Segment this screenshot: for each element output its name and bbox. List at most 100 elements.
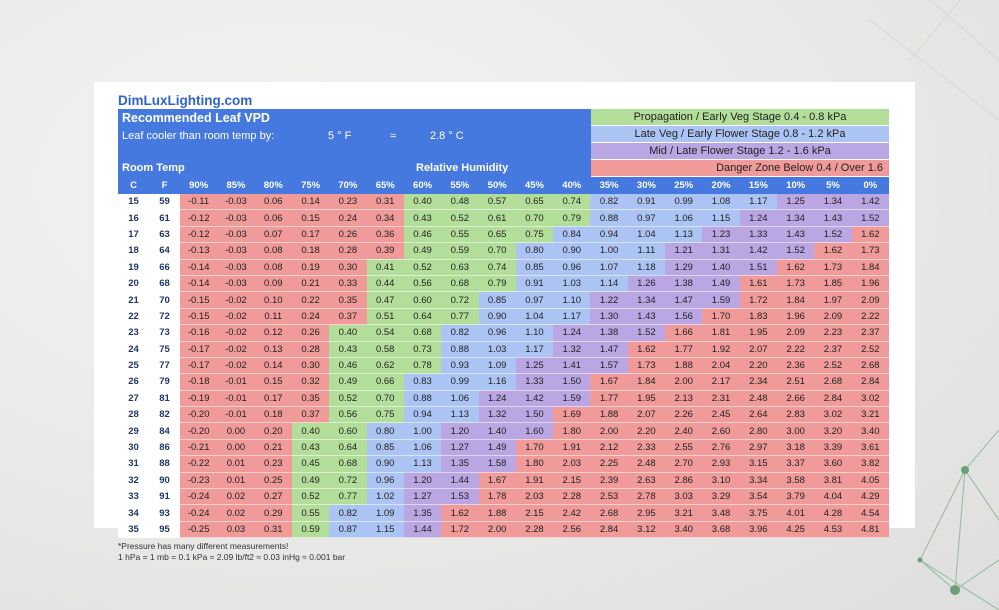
vpd-cell: 0.23 <box>254 455 292 473</box>
vpd-cell: 1.06 <box>441 390 479 408</box>
vpd-cell: 2.28 <box>515 521 554 539</box>
vpd-cell: 0.43 <box>291 439 330 457</box>
footnote-pressure: *Pressure has many different measurement… <box>118 541 289 552</box>
title-panel: Recommended Leaf VPD Leaf cooler than ro… <box>118 109 591 177</box>
vpd-cell: 1.67 <box>478 472 516 490</box>
temp-f-cell: 88 <box>149 455 180 473</box>
table-row: 15 59 -0.11 -0.03 0.06 0.14 0.23 0.31 0.40 0.48 0.… <box>118 194 889 211</box>
vpd-cell: 0.52 <box>403 259 442 276</box>
table-row: 19 66 -0.14 -0.03 0.08 0.19 0.30 0.41 0.52 0.63 0.… <box>118 259 889 276</box>
humidity-header: 75% <box>291 177 330 194</box>
vpd-cell: 3.60 <box>814 455 852 473</box>
vpd-cell: 0.12 <box>254 324 292 342</box>
temp-f-cell: 61 <box>149 209 180 227</box>
vpd-cell: 1.35 <box>403 504 442 522</box>
vpd-cell: 2.34 <box>739 373 777 391</box>
vpd-cell: 0.79 <box>553 209 591 227</box>
vpd-cell: 3.29 <box>702 488 740 506</box>
vpd-cell: 1.42 <box>739 242 777 260</box>
temp-f-cell: 77 <box>149 357 180 375</box>
table-row: 25 77 -0.17 -0.02 0.14 0.30 0.46 0.62 0.78 0.93 1.… <box>118 357 889 375</box>
vpd-cell: 1.84 <box>777 291 815 309</box>
vpd-cell: 0.84 <box>553 226 591 244</box>
humidity-header: 90% <box>180 177 218 194</box>
vpd-cell: -0.16 <box>180 324 218 342</box>
vpd-cell: 1.41 <box>553 357 591 375</box>
vpd-cell: 3.34 <box>739 472 777 490</box>
vpd-cell: 2.39 <box>590 472 628 490</box>
vpd-cell: 0.21 <box>254 439 292 457</box>
vpd-cell: 3.40 <box>665 521 703 539</box>
vpd-cell: 0.52 <box>329 390 367 408</box>
vpd-cell: 1.38 <box>590 324 628 342</box>
vpd-chart-card: DimLuxLighting.com Recommended Leaf VPD … <box>94 82 915 562</box>
vpd-cell: 0.93 <box>441 357 479 375</box>
vpd-cell: 2.70 <box>665 455 703 473</box>
vpd-cell: 1.47 <box>665 291 703 309</box>
vpd-cell: 0.88 <box>403 390 442 408</box>
vpd-cell: 2.66 <box>777 390 815 408</box>
leaf-cooler-label: Leaf cooler than room temp by: <box>122 130 275 142</box>
vpd-cell: 1.31 <box>702 242 740 260</box>
table-row: 22 72 -0.15 -0.02 0.11 0.24 0.37 0.51 0.64 0.77 0.… <box>118 308 889 326</box>
temp-c-cell: 25 <box>118 357 149 375</box>
vpd-cell: 1.04 <box>627 226 666 244</box>
vpd-cell: 0.58 <box>366 341 404 358</box>
temp-header-f: F <box>149 177 180 194</box>
vpd-cell: 1.91 <box>553 439 591 457</box>
vpd-cell: 0.46 <box>403 226 442 244</box>
humidity-header: 60% <box>403 177 442 194</box>
vpd-cell: 2.23 <box>814 324 852 342</box>
vpd-cell: 1.34 <box>627 291 666 309</box>
vpd-cell: 0.90 <box>478 308 516 326</box>
vpd-cell: -0.18 <box>180 373 218 391</box>
vpd-cell: 2.95 <box>627 504 666 522</box>
vpd-cell: 0.18 <box>291 242 330 260</box>
vpd-cell: 2.37 <box>851 324 889 342</box>
vpd-cell: 0.61 <box>478 209 516 227</box>
vpd-cell: 1.51 <box>739 259 777 276</box>
vpd-cell: 0.30 <box>291 357 330 375</box>
vpd-cell: 1.84 <box>627 373 666 391</box>
vpd-cell: 1.43 <box>814 209 852 227</box>
vpd-cell: 1.16 <box>478 373 516 391</box>
vpd-cell: -0.21 <box>180 439 218 457</box>
vpd-cell: 2.68 <box>814 373 852 391</box>
vpd-cell: 1.44 <box>441 472 479 490</box>
vpd-cell: -0.14 <box>180 275 218 293</box>
vpd-cell: 0.08 <box>254 242 292 260</box>
brand-title: DimLuxLighting.com <box>118 93 253 108</box>
vpd-cell: 0.77 <box>441 308 479 326</box>
temp-c-cell: 23 <box>118 324 149 342</box>
vpd-cell: 1.38 <box>665 275 703 293</box>
temp-c-cell: 29 <box>118 422 149 440</box>
temp-c-cell: 16 <box>118 209 149 227</box>
vpd-cell: 1.40 <box>702 259 740 276</box>
vpd-cell: 0.41 <box>366 259 404 276</box>
vpd-cell: 0.64 <box>403 308 442 326</box>
vpd-cell: 2.60 <box>702 422 740 440</box>
vpd-cell: 0.13 <box>254 341 292 358</box>
temp-f-cell: 95 <box>149 521 180 539</box>
vpd-cell: 1.59 <box>553 390 591 408</box>
vpd-cell: 1.52 <box>777 242 815 260</box>
vpd-cell: 0.52 <box>291 488 330 506</box>
vpd-cell: 1.77 <box>665 341 703 358</box>
vpd-cell: 1.70 <box>702 308 740 326</box>
vpd-cell: 2.48 <box>627 455 666 473</box>
vpd-cell: 0.02 <box>217 488 255 506</box>
temp-f-cell: 70 <box>149 291 180 309</box>
temp-c-cell: 22 <box>118 308 149 326</box>
vpd-cell: 2.51 <box>777 373 815 391</box>
vpd-cell: 2.15 <box>515 504 554 522</box>
vpd-cell: 1.66 <box>665 324 703 342</box>
vpd-cell: 0.48 <box>441 194 479 211</box>
humidity-header: 15% <box>739 177 778 194</box>
temp-header-c: C <box>118 177 149 194</box>
vpd-cell: 2.04 <box>702 357 740 375</box>
vpd-cell: 0.25 <box>254 472 292 490</box>
vpd-cell: -0.01 <box>217 373 255 391</box>
vpd-cell: 4.81 <box>851 521 889 539</box>
vpd-cell: -0.17 <box>180 341 218 358</box>
vpd-cell: 1.60 <box>515 422 554 440</box>
